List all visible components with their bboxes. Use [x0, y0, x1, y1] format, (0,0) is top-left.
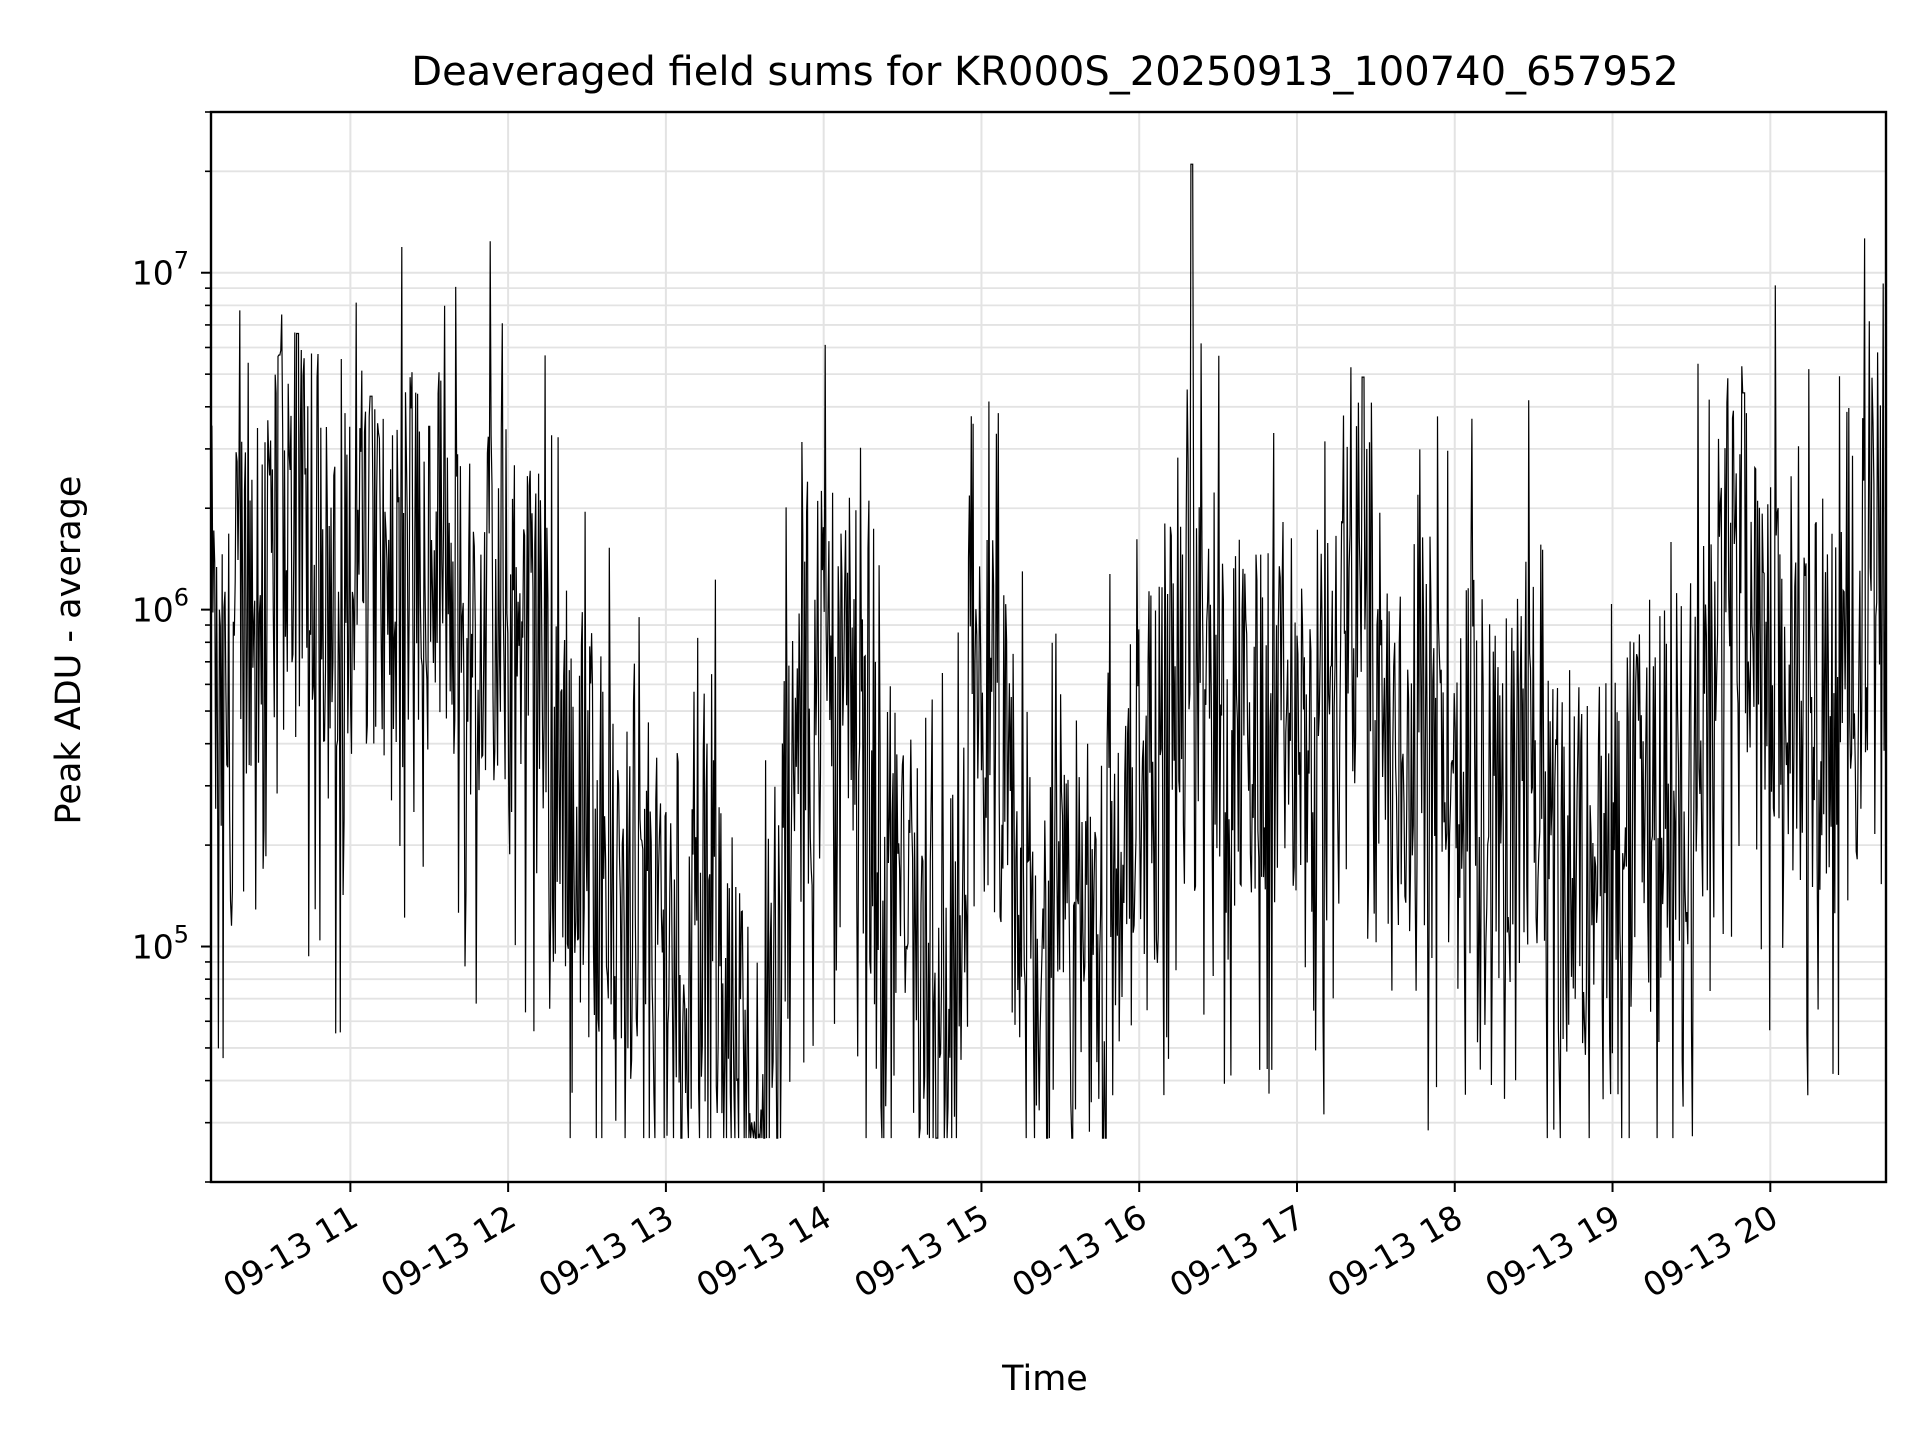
y-tick-label: 105 — [132, 921, 189, 967]
plot-frame — [209, 110, 1888, 1184]
chart-title: Deaveraged field sums for KR000S_2025091… — [411, 49, 1678, 95]
series-line — [210, 163, 1887, 1139]
series-layer — [210, 163, 1887, 1139]
y-tick-label: 106 — [132, 584, 189, 630]
grid — [211, 111, 1886, 1183]
x-axis-label: Time — [1001, 1359, 1088, 1399]
y-axis-label: Peak ADU - average — [49, 476, 89, 825]
y-tick-label: 107 — [132, 247, 189, 293]
